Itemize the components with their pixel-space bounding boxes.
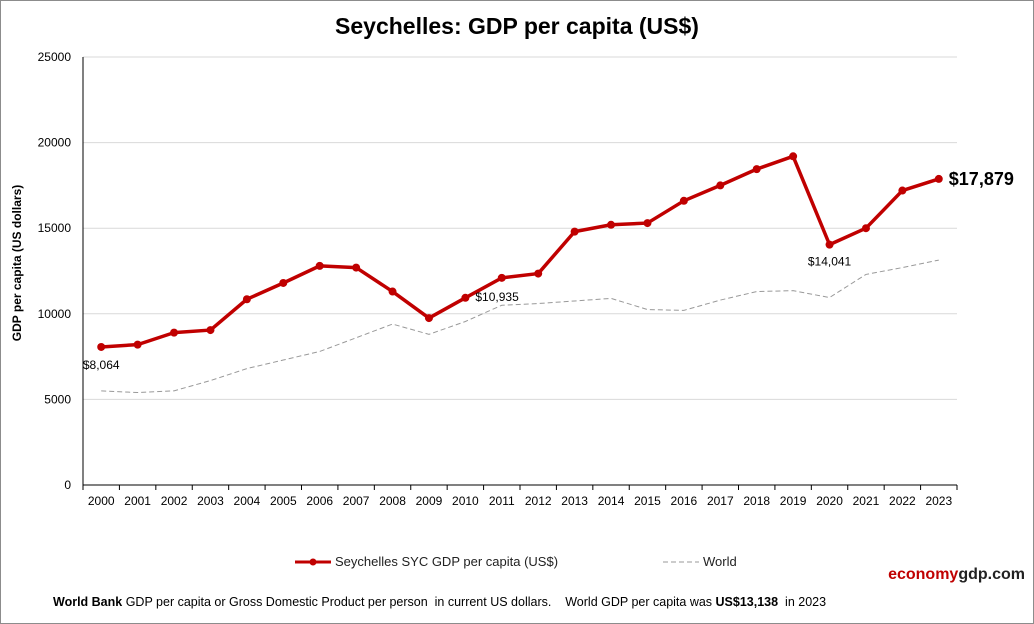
data-point-seychelles <box>607 220 616 229</box>
data-label: $10,935 <box>475 290 519 304</box>
x-tick-label: 2008 <box>379 494 406 508</box>
data-point-seychelles <box>716 181 725 190</box>
x-tick-label: 2020 <box>816 494 843 508</box>
legend-label-world: World <box>703 554 737 569</box>
x-tick-label: 2017 <box>707 494 734 508</box>
legend-item-seychelles: Seychelles SYC GDP per capita (US$) <box>295 554 558 569</box>
legend-swatch-world <box>663 561 699 562</box>
data-label: $17,879 <box>949 169 1014 189</box>
x-tick-label: 2019 <box>780 494 807 508</box>
x-tick-label: 2016 <box>671 494 698 508</box>
data-point-seychelles <box>861 224 870 233</box>
footnote: World Bank GDP per capita or Gross Domes… <box>53 595 827 609</box>
data-point-seychelles <box>497 273 506 282</box>
x-tick-label: 2006 <box>306 494 333 508</box>
x-tick-label: 2015 <box>634 494 661 508</box>
series-line-seychelles <box>101 154 940 349</box>
y-tick-label: 15000 <box>38 221 72 235</box>
data-point-seychelles <box>825 240 834 249</box>
y-tick-label: 25000 <box>38 50 72 64</box>
x-tick-label: 2014 <box>598 494 625 508</box>
data-point-seychelles <box>133 340 142 349</box>
data-point-seychelles <box>352 263 361 272</box>
data-point-seychelles <box>570 227 579 236</box>
legend-item-world: World <box>663 554 737 569</box>
x-tick-label: 2002 <box>161 494 188 508</box>
chart-title: Seychelles: GDP per capita (US$) <box>335 13 699 39</box>
data-point-seychelles <box>242 295 251 304</box>
data-point-seychelles <box>315 261 324 270</box>
data-point-seychelles <box>898 186 907 195</box>
x-tick-label: 2011 <box>489 494 515 508</box>
x-tick-label: 2007 <box>343 494 370 508</box>
data-point-seychelles <box>206 326 215 335</box>
data-point-seychelles <box>534 269 543 278</box>
data-label: $8,064 <box>83 358 120 372</box>
data-label: $14,041 <box>808 255 852 269</box>
footnote-source: World Bank <box>53 595 123 609</box>
brand-logo: economygdp.com <box>888 566 1025 583</box>
series-line-world <box>101 259 939 394</box>
y-tick-label: 5000 <box>44 392 71 406</box>
legend-label-seychelles: Seychelles SYC GDP per capita (US$) <box>335 554 559 569</box>
x-tick-label: 2010 <box>452 494 479 508</box>
y-tick-label: 20000 <box>38 136 72 150</box>
data-point-seychelles <box>643 219 652 228</box>
data-point-seychelles <box>170 328 179 337</box>
data-point-seychelles <box>789 152 798 161</box>
x-tick-label: 2018 <box>743 494 770 508</box>
data-point-seychelles <box>752 165 761 174</box>
x-tick-label: 2004 <box>234 494 261 508</box>
footnote-world-value: US$13,138 <box>715 595 779 609</box>
x-tick-label: 2000 <box>88 494 115 508</box>
x-tick-label: 2001 <box>124 494 151 508</box>
x-tick-label: 2009 <box>416 494 443 508</box>
data-point-seychelles <box>934 174 943 183</box>
x-tick-label: 2012 <box>525 494 552 508</box>
data-point-seychelles <box>679 196 688 205</box>
data-point-seychelles <box>279 278 288 287</box>
y-tick-label: 0 <box>64 478 71 492</box>
x-tick-label: 2013 <box>561 494 588 508</box>
data-point-seychelles <box>461 293 470 302</box>
x-tick-label: 2023 <box>925 494 952 508</box>
data-point-seychelles <box>424 314 433 323</box>
y-tick-label: 10000 <box>38 307 72 321</box>
x-tick-label: 2003 <box>197 494 224 508</box>
x-tick-label: 2005 <box>270 494 297 508</box>
data-point-seychelles <box>388 287 397 296</box>
x-tick-label: 2022 <box>889 494 916 508</box>
legend-swatch-seychelles <box>295 558 331 565</box>
x-tick-label: 2021 <box>853 494 880 508</box>
data-point-seychelles <box>97 342 106 351</box>
